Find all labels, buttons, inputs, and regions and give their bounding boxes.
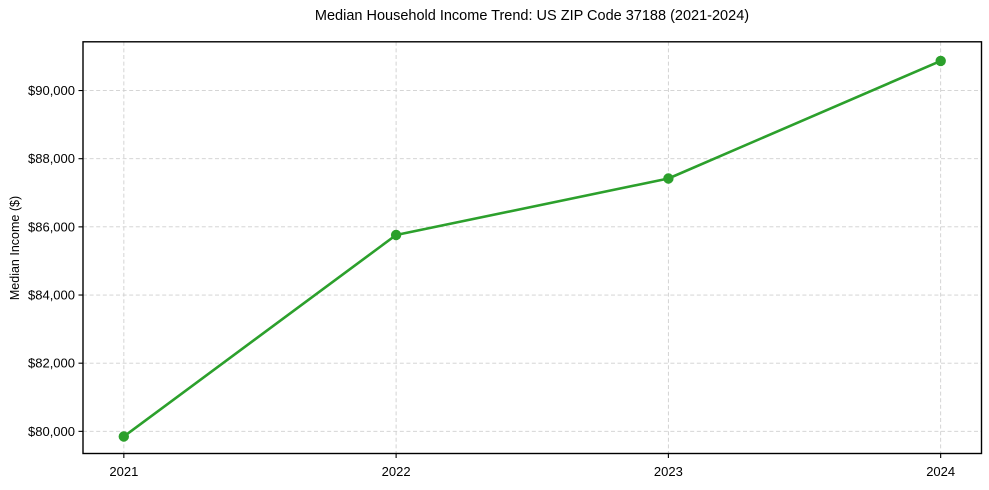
y-tick-label: $88,000 <box>28 151 75 166</box>
data-point-2022 <box>390 229 402 241</box>
y-tick-label: $84,000 <box>28 288 75 303</box>
plot-frame <box>82 41 983 455</box>
series-layer <box>118 55 946 442</box>
data-point-2021 <box>118 431 129 442</box>
trend-line <box>122 59 942 438</box>
data-point-2023 <box>663 173 674 184</box>
x-tick-label: 2024 <box>926 464 955 479</box>
grid-layer <box>83 41 982 454</box>
data-point-2024 <box>935 55 946 67</box>
x-tick-label: 2021 <box>109 464 138 479</box>
chart-title: Median Household Income Trend: US ZIP Co… <box>315 8 749 24</box>
x-tick-label: 2022 <box>382 464 411 479</box>
axis-layer: $80,000 $82,000 $84,000 $86,000 $88,000 $90,0… <box>28 41 983 479</box>
y-tick-label: $82,000 <box>28 356 75 371</box>
y-axis-title: Median Income ($) <box>8 196 22 300</box>
y-tick-label: $86,000 <box>28 219 75 234</box>
y-tick-label: $80,000 <box>28 424 75 439</box>
x-tick-label: 2023 <box>654 464 683 479</box>
y-tick-label: $90,000 <box>28 83 75 98</box>
